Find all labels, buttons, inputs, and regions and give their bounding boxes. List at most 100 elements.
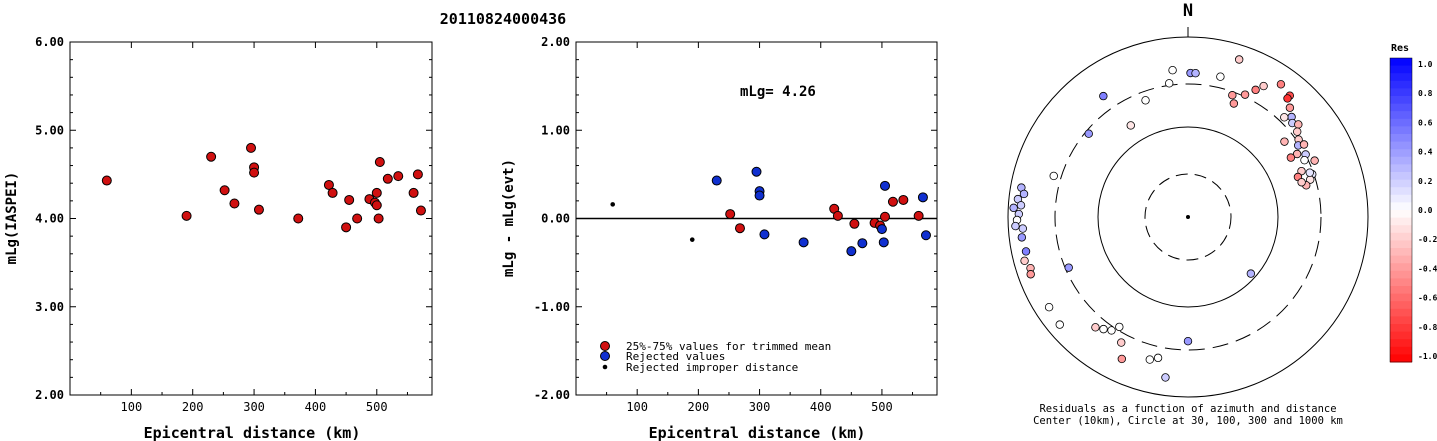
colorbar-segment: [1390, 126, 1412, 135]
colorbar-segment: [1390, 88, 1412, 97]
chart2-xtick-label: 300: [749, 400, 771, 414]
polar-station-point: [1126, 121, 1135, 130]
colorbar-segment: [1390, 73, 1412, 82]
colorbar-segment: [1390, 346, 1412, 355]
chart2-ylabel: mLg - mLg(evt): [501, 159, 517, 277]
residual-point-rejected: [876, 224, 887, 235]
colorbar-segment: [1390, 103, 1412, 112]
colorbar-tick-label: 0.6: [1418, 118, 1433, 127]
polar-station-point: [1292, 149, 1302, 159]
magnitude-vs-distance-chart: 100 200 300 400 500 2.00 3.00 4.00 5.00 6.00: [35, 35, 433, 414]
residual-point-rejected: [711, 175, 722, 186]
chart1-xlabel: Epicentral distance (km): [144, 424, 361, 441]
residual-vs-distance-chart: 100 200 300 400 500 -2.00 -1.00 0.00 1.00 2.00: [534, 35, 938, 414]
legend: 25%-75% values for trimmed mean Rejected…: [600, 340, 831, 374]
station-point: [293, 213, 304, 224]
station-point: [246, 142, 256, 153]
polar-station-point: [1234, 55, 1244, 64]
polar-station-point: [1293, 127, 1302, 136]
colorbar-title: Res: [1391, 43, 1409, 54]
colorbar-segment: [1390, 80, 1412, 89]
station-point: [412, 169, 423, 180]
station-point: [352, 213, 363, 224]
residual-point-rejected: [857, 238, 868, 249]
legend-label-blue: Rejected values: [626, 350, 725, 363]
colorbar-segment: [1390, 248, 1412, 257]
polar-station-point: [1021, 247, 1031, 256]
colorbar-tick-label: -0.2: [1418, 235, 1437, 244]
colorbar-segment: [1390, 58, 1412, 67]
polar-station-point: [1297, 178, 1306, 187]
station-point: [373, 213, 384, 224]
colorbar-segment: [1390, 225, 1412, 234]
polar-station-point: [1099, 324, 1108, 334]
polar-station-point: [1026, 270, 1035, 279]
colorbar-tick-label: 0.2: [1418, 177, 1433, 186]
colorbar-tick-label: 0.4: [1418, 148, 1433, 157]
polar-station-point: [1240, 90, 1250, 99]
colorbar-tick-label: -0.8: [1418, 323, 1437, 332]
polar-center: [1186, 215, 1190, 219]
residual-point-rejected: [751, 166, 762, 177]
polar-station-point: [1141, 96, 1150, 105]
polar-station-point: [1019, 189, 1029, 199]
polar-station-point: [1246, 269, 1256, 278]
polar-circle-30km: [1144, 173, 1232, 261]
station-point: [393, 171, 404, 182]
chart1-ytick-label: 2.00: [35, 388, 64, 402]
polar-circle-100km: [1097, 126, 1279, 308]
residual-point-accepted: [887, 196, 898, 207]
colorbar-tick-label: 1.0: [1418, 60, 1433, 69]
station-point: [219, 185, 230, 196]
polar-station-point: [1153, 353, 1163, 363]
chart2-ytick-label: -2.00: [534, 388, 570, 402]
residual-point-accepted: [879, 211, 890, 222]
colorbar-segment: [1390, 217, 1412, 226]
residual-point-improper-distance: [610, 202, 616, 207]
polar-station-point: [1183, 337, 1193, 346]
chart2-ytick-label: 0.00: [541, 212, 570, 226]
colorbar-segment: [1390, 324, 1412, 333]
polar-station-point: [1016, 201, 1026, 210]
polar-station-point: [1145, 355, 1154, 364]
polar-station-point: [1009, 203, 1018, 213]
colorbar-tick-label: 0.0: [1418, 206, 1433, 215]
colorbar-segment: [1390, 134, 1412, 143]
polar-station-point: [1055, 320, 1064, 329]
colorbar-segment: [1390, 232, 1412, 241]
station-point: [344, 194, 355, 205]
chart2-xtick-label: 400: [810, 400, 832, 414]
polar-station-point: [1299, 140, 1309, 149]
chart1-ytick-label: 5.00: [35, 123, 64, 137]
residual-point-improper-distance: [689, 237, 695, 242]
station-point: [382, 173, 393, 184]
polar-station-point: [1161, 373, 1170, 382]
colorbar-tick-label: 0.8: [1418, 89, 1433, 98]
polar-station-point: [1117, 338, 1126, 347]
polar-station-point: [1020, 256, 1029, 265]
colorbar-segment: [1390, 118, 1412, 127]
station-point: [323, 179, 334, 190]
colorbar-segment: [1390, 111, 1412, 120]
polar-station-point: [1091, 323, 1100, 332]
residual-point-rejected: [917, 192, 928, 203]
chart2-ytick-label: -1.00: [534, 300, 570, 314]
polar-station-point: [1115, 322, 1124, 332]
polar-station-point: [1117, 354, 1127, 364]
station-point: [229, 198, 240, 209]
station-point: [374, 157, 385, 168]
station-point: [206, 151, 217, 162]
polar-station-point: [1165, 79, 1174, 88]
north-label: N: [1183, 1, 1193, 21]
polar-station-point: [1011, 221, 1020, 231]
polar-station-point: [1099, 91, 1108, 101]
residual-point-rejected: [846, 246, 857, 257]
legend-label-black: Rejected improper distance: [626, 361, 798, 374]
colorbar-tick-label: -1.0: [1418, 352, 1437, 361]
station-point: [408, 187, 419, 198]
colorbar-segment: [1390, 301, 1412, 310]
colorbar-segment: [1390, 141, 1412, 150]
polar-station-point: [1049, 171, 1058, 181]
colorbar-segment: [1390, 149, 1412, 158]
chart1-xtick-label: 300: [243, 400, 265, 414]
